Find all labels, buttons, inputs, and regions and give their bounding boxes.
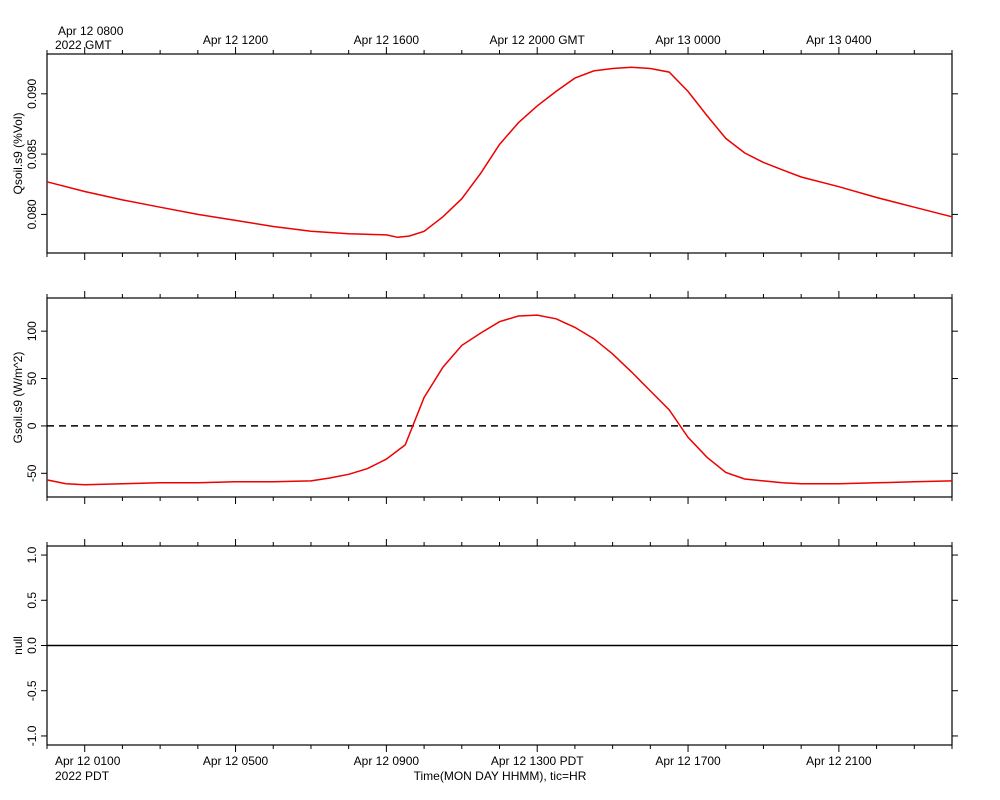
- bottom-tick-label: Apr 12 1700: [655, 754, 721, 768]
- bottom-tick-label: Apr 12 2100: [806, 754, 872, 768]
- y-tick-label: 50: [25, 372, 39, 386]
- top-tick-label: Apr 13 0400: [806, 33, 872, 47]
- y-tick-label: 0.090: [25, 78, 39, 108]
- y-tick-label: 0: [25, 422, 39, 429]
- top-tick-label: Apr 13 0000: [655, 33, 721, 47]
- bottom-start-label-line2: 2022 PDT: [55, 769, 110, 783]
- y-axis-label: Qsoil.s9 (%Vol): [11, 112, 25, 194]
- plot-frame: [46, 297, 953, 498]
- y-tick-label: 0.0: [25, 637, 39, 654]
- y-axis-label: Gsoil.s9 (W/m^2): [11, 352, 25, 444]
- null-panel: -1.0 -0.5 0.0 0.5 1.0 null: [11, 539, 958, 752]
- gsoil-series-line: [46, 314, 953, 486]
- bottom-tick-label: Apr 12 0500: [203, 754, 269, 768]
- bottom-tick-label: Apr 12 1300 PDT: [491, 754, 584, 768]
- top-tick-label: Apr 12 2000 GMT: [490, 33, 586, 47]
- y-tick-label: 100: [25, 321, 39, 341]
- qsoil-series-line: [46, 66, 953, 239]
- y-tick-label: -0.5: [25, 680, 39, 701]
- y-tick-label: 1.0: [25, 546, 39, 563]
- y-axis-label: null: [11, 636, 25, 655]
- top-tick-labels: Apr 12 1200 Apr 12 1600 Apr 12 2000 GMT Apr…: [203, 33, 872, 47]
- y-tick-label: -50: [25, 464, 39, 482]
- bottom-tick-label: Apr 12 0900: [354, 754, 420, 768]
- top-start-label-line2: 2022 GMT: [55, 38, 112, 52]
- bottom-tick-labels: Apr 12 0500 Apr 12 0900 Apr 12 1300 PDT Apr…: [203, 754, 872, 768]
- top-tick-label: Apr 12 1200: [203, 33, 269, 47]
- top-tick-label: Apr 12 1600: [354, 33, 420, 47]
- top-start-label-line1: Apr 12 0800: [58, 24, 124, 38]
- y-tick-label: 0.085: [25, 139, 39, 169]
- y-tick-label: 0.080: [25, 199, 39, 229]
- plot-frame: [46, 53, 953, 254]
- bottom-start-label-line1: Apr 12 0100: [55, 754, 121, 768]
- y-tick-label: -1.0: [25, 725, 39, 746]
- y-tick-label: 0.5: [25, 592, 39, 609]
- x-axis-label: Time(MON DAY HHMM), tic=HR: [414, 769, 587, 783]
